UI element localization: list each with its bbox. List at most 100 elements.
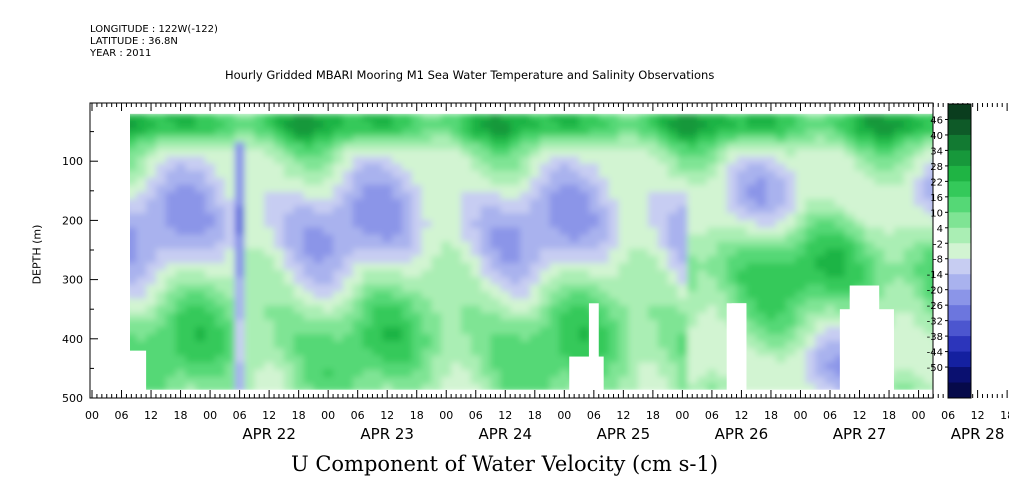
heatmap-cell xyxy=(638,184,649,193)
heatmap-cell xyxy=(805,383,817,390)
heatmap-cell xyxy=(687,128,699,137)
heatmap-cell xyxy=(136,326,148,336)
heatmap-cell xyxy=(205,191,216,201)
heatmap-cell xyxy=(274,248,285,257)
heatmap-cell xyxy=(973,284,984,292)
heatmap-cell xyxy=(431,248,443,257)
heatmap-cell xyxy=(411,163,423,172)
heatmap-cell xyxy=(766,263,777,272)
heatmap-cell xyxy=(638,156,649,165)
heatmap-cell xyxy=(352,326,364,336)
heatmap-cell xyxy=(657,234,669,243)
heatmap-cell xyxy=(461,305,472,314)
heatmap-cell xyxy=(130,291,138,300)
heatmap-cell xyxy=(785,113,797,122)
heatmap-cell xyxy=(657,298,669,307)
heatmap-cell xyxy=(983,171,994,179)
heatmap-cell xyxy=(362,312,374,321)
heatmap-cell xyxy=(461,149,472,158)
heatmap-cell xyxy=(844,263,856,272)
heatmap-cell xyxy=(864,277,876,286)
heatmap-cell xyxy=(224,348,236,357)
heatmap-cell xyxy=(254,341,266,350)
heatmap-cell xyxy=(657,255,669,265)
heatmap-cell xyxy=(165,255,177,265)
heatmap-cell xyxy=(815,383,827,390)
heatmap-cell xyxy=(559,206,571,215)
heatmap-cell xyxy=(736,227,748,236)
heatmap-cell xyxy=(480,234,492,243)
heatmap-cell xyxy=(618,319,630,328)
heatmap-cell xyxy=(470,362,482,371)
heatmap-cell xyxy=(588,234,600,243)
heatmap-cell xyxy=(185,213,197,222)
heatmap-cell xyxy=(923,284,933,293)
heatmap-cell xyxy=(618,326,630,336)
heatmap-cell xyxy=(598,241,610,250)
heatmap-cell xyxy=(667,142,679,151)
heatmap-cell xyxy=(697,142,708,151)
heatmap-cell xyxy=(313,326,325,336)
heatmap-cell xyxy=(815,120,827,130)
heatmap-cell xyxy=(195,334,207,343)
heatmap-cell xyxy=(677,383,689,390)
heatmap-cell xyxy=(933,384,944,392)
heatmap-cell xyxy=(490,113,502,122)
heatmap-cell xyxy=(756,383,768,390)
heatmap-cell xyxy=(549,120,561,130)
heatmap-cell xyxy=(185,149,197,158)
heatmap-cell xyxy=(569,248,581,257)
heatmap-cell xyxy=(825,135,836,144)
heatmap-cell xyxy=(234,298,246,307)
heatmap-cell xyxy=(352,255,364,265)
heatmap-cell xyxy=(401,341,413,350)
heatmap-cell xyxy=(647,128,659,137)
heatmap-cell xyxy=(746,177,758,186)
heatmap-cell xyxy=(973,206,984,214)
heatmap-cell xyxy=(549,149,561,158)
heatmap-cell xyxy=(667,227,679,236)
heatmap-cell xyxy=(510,241,522,250)
heatmap-cell xyxy=(293,135,305,144)
heatmap-cell xyxy=(805,319,817,328)
heatmap-cell xyxy=(244,248,256,257)
heatmap-cell xyxy=(392,248,403,257)
data-gap xyxy=(726,303,747,390)
heatmap-cell xyxy=(421,234,433,243)
heatmap-cell xyxy=(844,142,856,151)
heatmap-cell xyxy=(520,277,531,286)
heatmap-cell xyxy=(677,191,689,201)
heatmap-cell xyxy=(628,376,640,385)
heatmap-cell xyxy=(333,334,344,343)
heatmap-cell xyxy=(657,305,669,314)
heatmap-cell xyxy=(736,241,748,250)
heatmap-cell xyxy=(352,213,364,222)
heatmap-cell xyxy=(657,156,669,165)
heatmap-cell xyxy=(638,113,649,122)
heatmap-cell xyxy=(205,220,216,229)
heatmap-cell xyxy=(854,270,866,279)
heatmap-cell xyxy=(913,248,925,257)
heatmap-cell xyxy=(136,319,148,328)
heatmap-cell xyxy=(510,369,522,378)
heatmap-cell xyxy=(421,341,433,350)
heatmap-cell xyxy=(608,163,620,172)
heatmap-cell xyxy=(274,326,285,336)
data-gap xyxy=(972,338,988,390)
heatmap-cell xyxy=(431,156,443,165)
heatmap-cell xyxy=(785,312,797,321)
heatmap-cell xyxy=(559,156,571,165)
heatmap-cell xyxy=(628,227,640,236)
heatmap-cell xyxy=(618,135,630,144)
heatmap-cell xyxy=(303,220,315,229)
heatmap-cell xyxy=(283,298,295,307)
heatmap-cell xyxy=(175,156,187,165)
heatmap-cell xyxy=(608,156,620,165)
heatmap-cell xyxy=(854,191,866,201)
heatmap-cell xyxy=(264,241,276,250)
heatmap-cell xyxy=(815,206,827,215)
heatmap-cell xyxy=(805,234,817,243)
heatmap-cell xyxy=(647,191,659,201)
heatmap-cell xyxy=(697,120,708,130)
heatmap-cell xyxy=(470,348,482,357)
